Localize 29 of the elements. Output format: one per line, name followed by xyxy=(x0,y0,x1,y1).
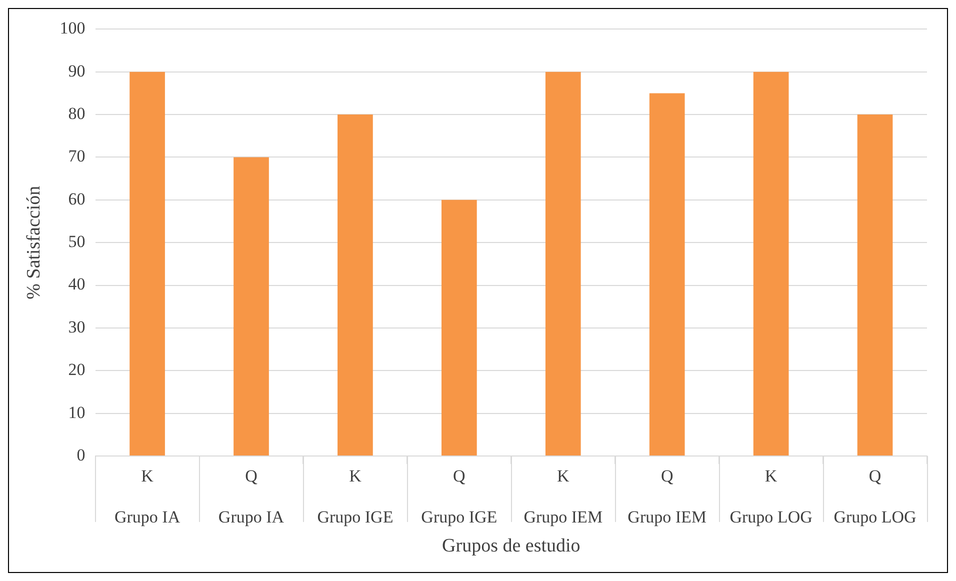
bar xyxy=(338,114,373,456)
y-tick-label: 10 xyxy=(68,402,86,422)
y-tick-label: 30 xyxy=(68,317,86,336)
y-tick-label: 40 xyxy=(68,274,86,294)
y-tick-label: 100 xyxy=(60,18,86,38)
y-tick-label: 20 xyxy=(68,360,86,380)
y-tick-label: 80 xyxy=(68,104,86,124)
category-label: Q Grupo LOG xyxy=(834,466,916,526)
category-label: Q Grupo IEM xyxy=(628,466,707,526)
y-axis-title: % Satisfacción xyxy=(23,185,44,300)
bar xyxy=(753,72,789,456)
x-axis-title: Grupos de estudio xyxy=(442,536,580,557)
y-tick-label: 60 xyxy=(68,189,86,208)
category-label: K Grupo IGE xyxy=(317,466,394,526)
bar xyxy=(130,72,165,456)
category-label: K Grupo IEM xyxy=(524,466,603,526)
bar xyxy=(545,72,581,456)
y-tick-label: 0 xyxy=(76,445,86,464)
bar xyxy=(441,200,477,456)
y-tick-label: 70 xyxy=(68,146,86,166)
category-label: Q Grupo IA xyxy=(218,466,284,526)
category-label: K Grupo IA xyxy=(114,466,180,526)
category-label: Q Grupo IGE xyxy=(421,466,498,526)
bar xyxy=(857,114,893,456)
bar xyxy=(234,157,269,456)
y-tick-label: 90 xyxy=(68,61,86,80)
bar xyxy=(649,93,685,456)
y-tick-label: 50 xyxy=(68,232,86,252)
category-label: K Grupo LOG xyxy=(730,466,812,526)
